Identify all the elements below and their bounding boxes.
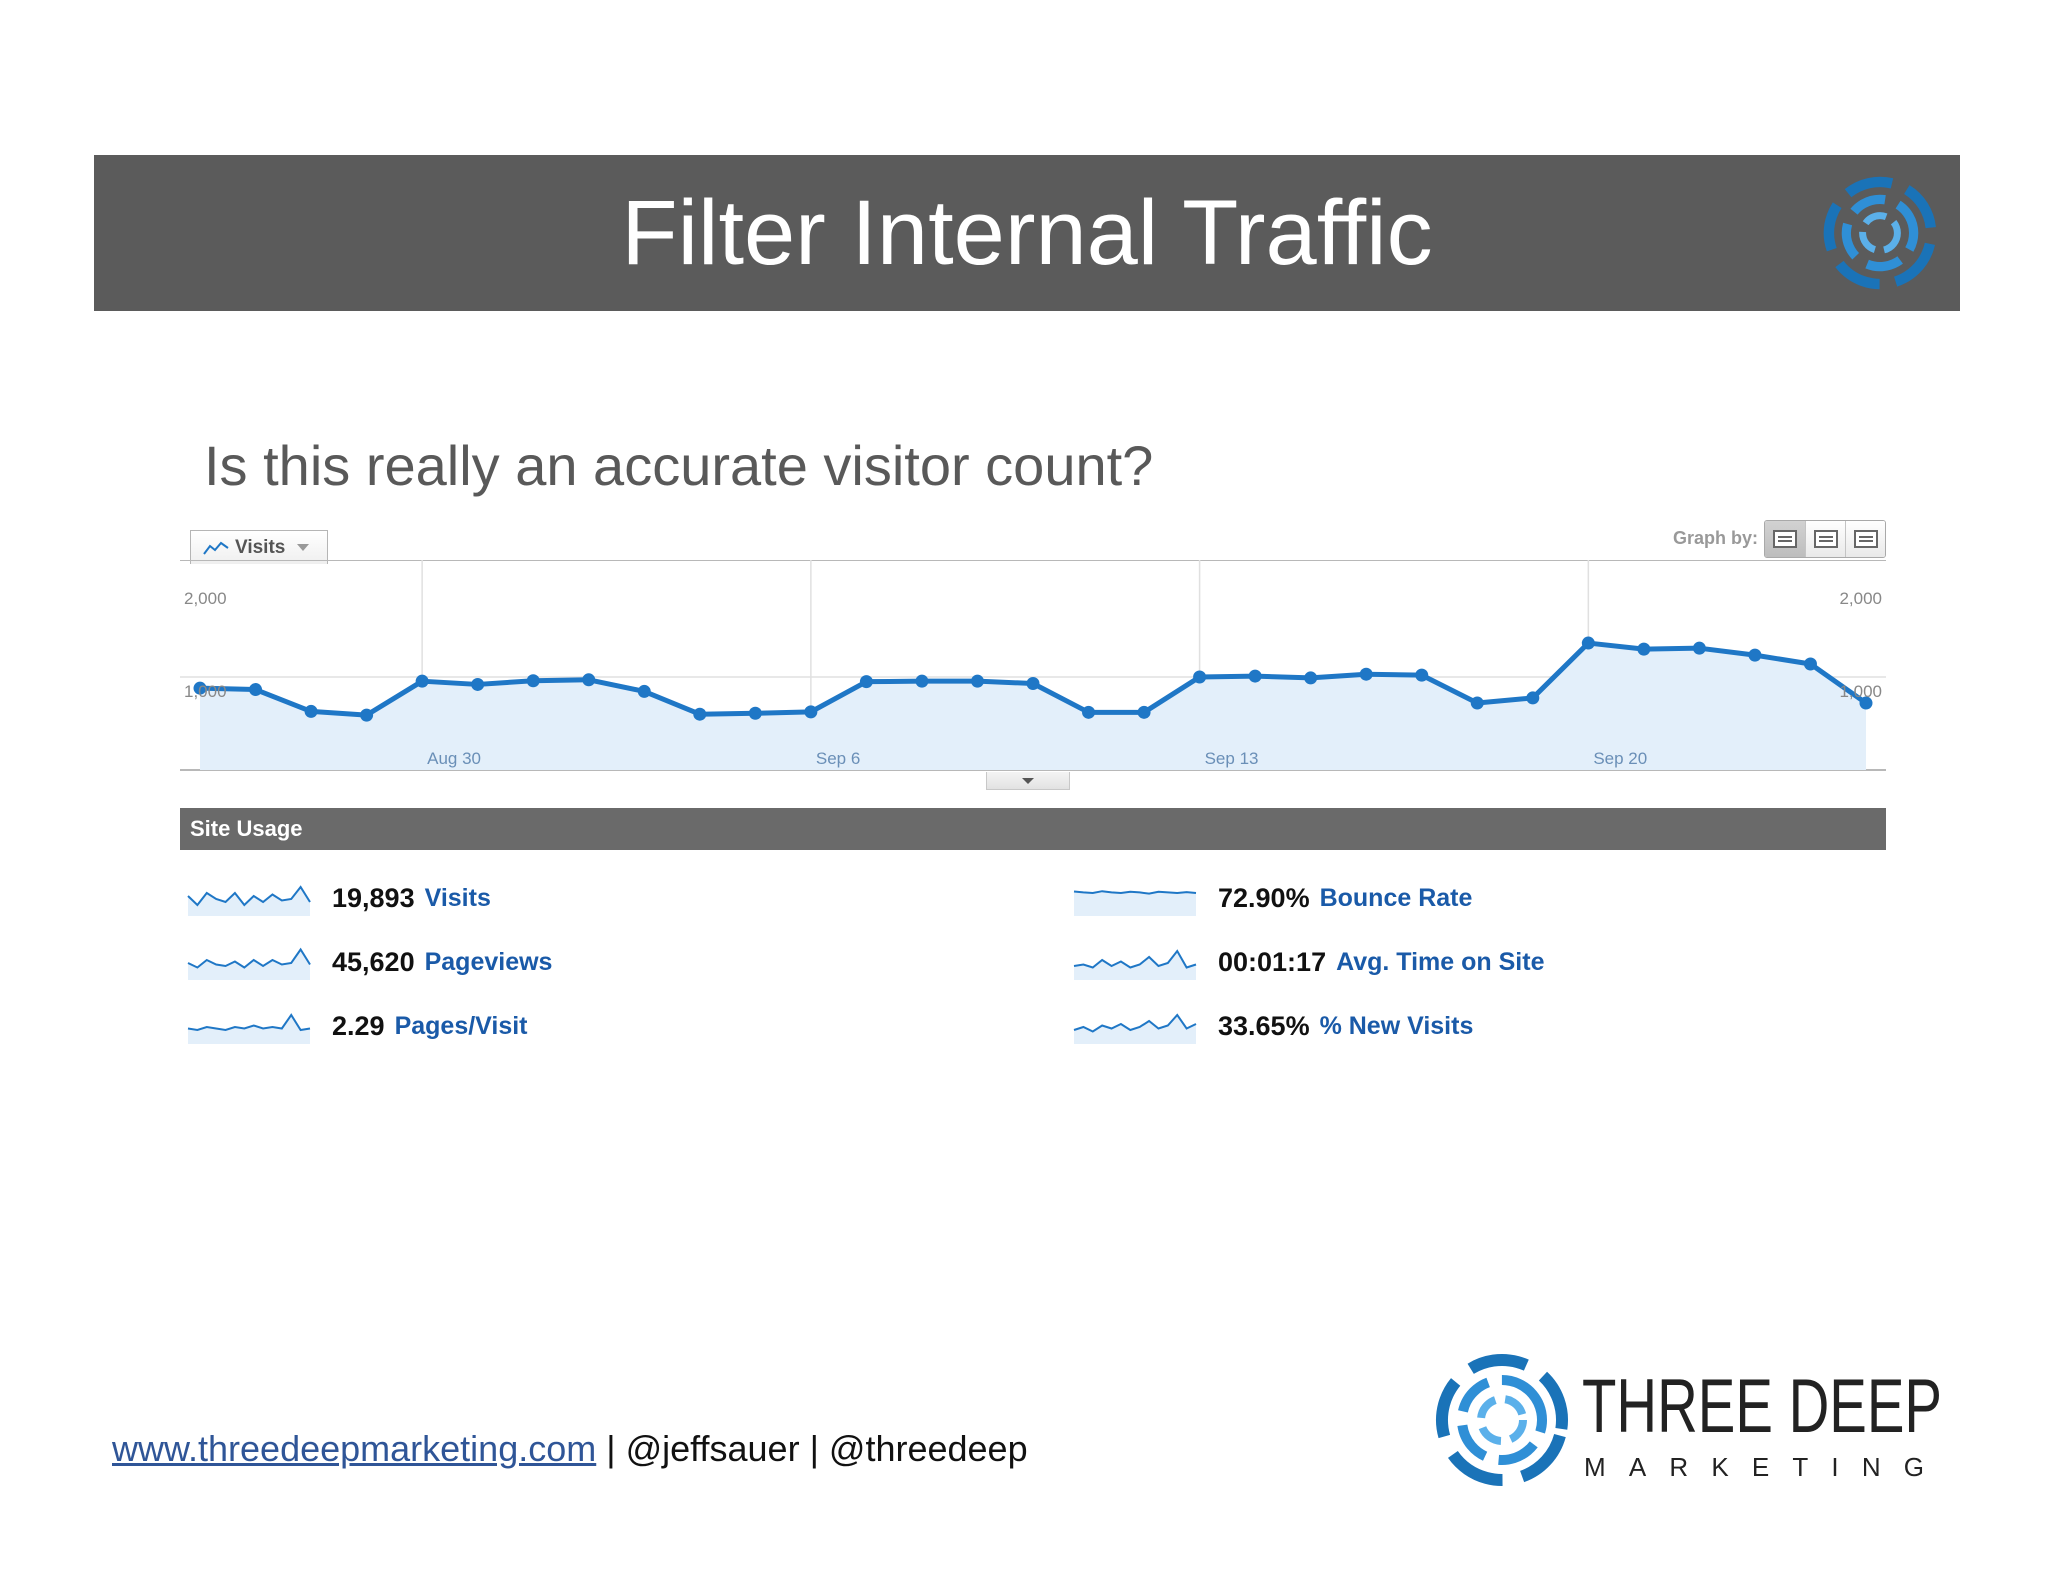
week-icon bbox=[1813, 530, 1838, 548]
data-point bbox=[1470, 696, 1484, 710]
social-handles: | @jeffsauer | @threedeep bbox=[596, 1428, 1028, 1469]
day-icon bbox=[1773, 530, 1797, 548]
data-point bbox=[526, 674, 540, 688]
title-bar: Filter Internal Traffic bbox=[94, 155, 1960, 311]
data-point bbox=[1581, 636, 1595, 650]
line-graph-icon bbox=[203, 541, 229, 555]
metric-new-visits[interactable]: 33.65% % New Visits bbox=[1072, 1004, 1473, 1048]
data-point bbox=[193, 681, 207, 695]
website-link[interactable]: www.threedeepmarketing.com bbox=[112, 1428, 597, 1469]
graph-by-day-button[interactable] bbox=[1765, 521, 1805, 557]
data-point bbox=[1415, 668, 1429, 682]
data-point bbox=[1248, 669, 1262, 683]
data-point bbox=[693, 707, 707, 721]
metric-value: 19,893 bbox=[332, 882, 415, 913]
data-point bbox=[1026, 677, 1040, 691]
data-point bbox=[304, 704, 318, 718]
visits-chart: 2,000 2,000 1,000 1,000 Aug 30 Sep 6 Sep 13 Sep… bbox=[180, 560, 1886, 771]
y-tick-label-left: 1,000 bbox=[184, 682, 227, 701]
data-point bbox=[1082, 705, 1096, 719]
metric-value: 2.29 bbox=[332, 1010, 385, 1041]
metric-bounce-rate[interactable]: 72.90% Bounce Rate bbox=[1072, 876, 1472, 920]
metric-label[interactable]: % New Visits bbox=[1319, 1011, 1474, 1040]
sparkline-icon bbox=[1073, 890, 1197, 916]
metric-value: 45,620 bbox=[332, 946, 415, 977]
graph-by-month-button[interactable] bbox=[1845, 521, 1885, 557]
data-point bbox=[859, 675, 873, 689]
data-point bbox=[1304, 671, 1318, 685]
brand-name: THREE DEEP bbox=[1582, 1364, 1942, 1449]
data-point bbox=[249, 683, 263, 697]
slide-subtitle: Is this really an accurate visitor count… bbox=[204, 434, 1154, 497]
chevron-down-icon bbox=[1022, 777, 1034, 784]
y-tick-label-right: 1,000 bbox=[1839, 682, 1882, 701]
collapse-chart-button[interactable] bbox=[986, 772, 1070, 790]
data-point bbox=[415, 674, 429, 688]
x-tick-label: Aug 30 bbox=[427, 749, 481, 768]
three-deep-marketing-logo: THREE DEEP MARKETING bbox=[1436, 1354, 1942, 1486]
metric-value: 00:01:17 bbox=[1218, 946, 1327, 977]
metric-label[interactable]: Pages/Visit bbox=[394, 1011, 528, 1040]
metric-selector-label: Visits bbox=[235, 536, 286, 558]
data-point bbox=[1748, 648, 1762, 662]
metric-label[interactable]: Avg. Time on Site bbox=[1336, 947, 1545, 976]
metric-label[interactable]: Visits bbox=[424, 883, 491, 912]
metric-selector[interactable]: Visits bbox=[190, 530, 328, 564]
metric-pages-visit[interactable]: 2.29 Pages/Visit bbox=[186, 1004, 528, 1048]
y-tick-label-right: 2,000 bbox=[1839, 589, 1882, 608]
data-point bbox=[1803, 657, 1817, 671]
data-point bbox=[471, 677, 485, 691]
series-area-visits bbox=[200, 643, 1866, 770]
graph-by-toggle bbox=[1764, 520, 1886, 558]
sparkline-icon bbox=[187, 947, 311, 980]
x-tick-label: Sep 20 bbox=[1593, 749, 1647, 768]
x-tick-label: Sep 13 bbox=[1205, 749, 1259, 768]
graph-by-week-button[interactable] bbox=[1805, 521, 1845, 557]
chevron-down-icon bbox=[297, 544, 310, 551]
data-point bbox=[1137, 705, 1151, 719]
swirl-logo-icon bbox=[1823, 176, 1937, 290]
metric-avg-time-on-site[interactable]: 00:01:17 Avg. Time on Site bbox=[1072, 940, 1544, 984]
sparkline-icon bbox=[187, 885, 311, 916]
metric-pageviews[interactable]: 45,620 Pageviews bbox=[186, 940, 552, 984]
x-tick-label: Sep 6 bbox=[816, 749, 860, 768]
data-point bbox=[637, 684, 651, 698]
brand-tagline: MARKETING bbox=[1584, 1452, 1924, 1482]
analytics-panel: Visits Graph by: 2,000 2,000 1,000 1,000 Aug… bbox=[180, 520, 1886, 1060]
data-point bbox=[804, 705, 818, 719]
metric-value: 33.65% bbox=[1218, 1010, 1310, 1041]
data-point bbox=[360, 708, 374, 722]
site-usage-header: Site Usage bbox=[180, 808, 1886, 850]
data-point bbox=[582, 673, 596, 687]
data-point bbox=[748, 706, 762, 720]
metric-label[interactable]: Pageviews bbox=[424, 947, 553, 976]
sparkline-icon bbox=[1073, 949, 1197, 980]
data-point bbox=[1359, 667, 1373, 681]
data-point bbox=[1692, 641, 1706, 655]
y-tick-label-left: 2,000 bbox=[184, 589, 227, 608]
graph-by-label: Graph by: bbox=[1672, 528, 1758, 548]
footer: www.threedeepmarketing.com | @jeffsauer … bbox=[112, 1428, 1028, 1470]
data-point bbox=[970, 674, 984, 688]
data-point bbox=[1526, 691, 1540, 705]
data-point bbox=[1193, 670, 1207, 684]
sparkline-icon bbox=[1073, 1013, 1197, 1044]
data-point bbox=[1637, 642, 1651, 656]
metric-label[interactable]: Bounce Rate bbox=[1319, 883, 1473, 912]
data-point bbox=[915, 674, 929, 688]
month-icon bbox=[1853, 530, 1878, 548]
metric-value: 72.90% bbox=[1218, 882, 1310, 913]
sparkline-icon bbox=[187, 1013, 311, 1044]
data-point bbox=[1859, 696, 1873, 710]
slide-title: Filter Internal Traffic bbox=[621, 182, 1433, 284]
metric-visits[interactable]: 19,893 Visits bbox=[186, 876, 491, 920]
